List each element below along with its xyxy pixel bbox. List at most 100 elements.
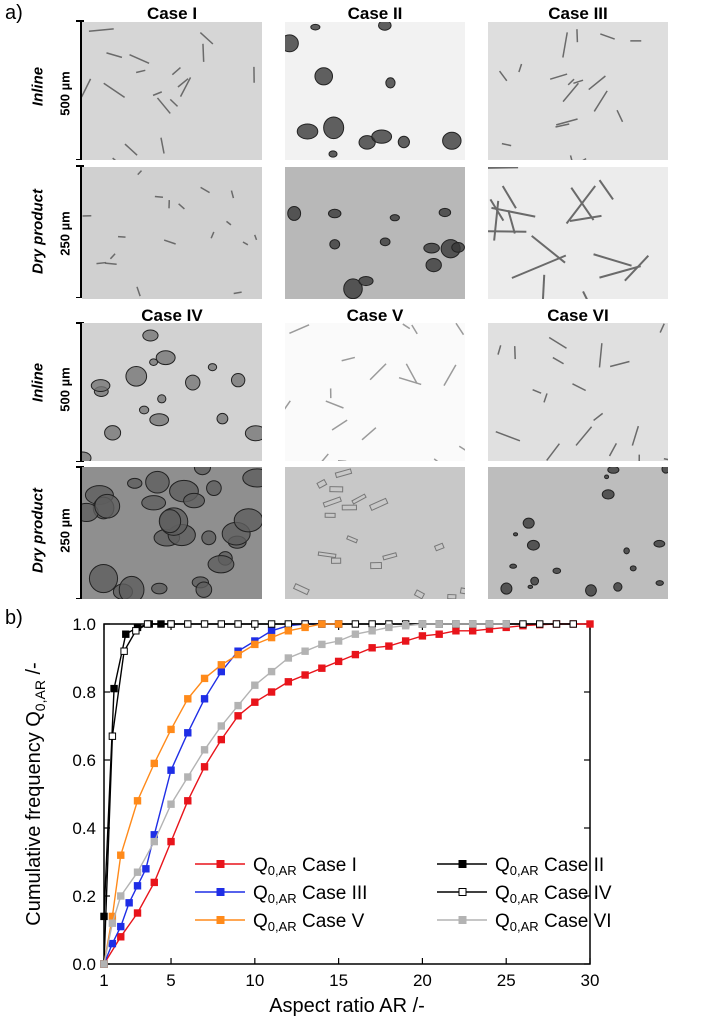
data-point	[418, 632, 427, 640]
case-title-3: Case III	[548, 4, 608, 23]
data-point	[251, 698, 259, 706]
data-point	[284, 654, 293, 662]
data-point	[452, 627, 460, 635]
data-point	[251, 640, 259, 649]
row-label-inline-top: Inline	[29, 66, 47, 107]
data-point	[334, 620, 343, 628]
data-point	[234, 650, 242, 659]
data-point	[251, 681, 259, 689]
data-point	[110, 684, 118, 693]
panel-a-label: a)	[5, 2, 23, 24]
legend-entry-3: Q0,AR Case III	[253, 883, 367, 906]
micrograph-case-i-dry	[82, 167, 262, 299]
data-point	[150, 837, 158, 846]
y-tick-label: 0.2	[72, 887, 96, 906]
data-point	[267, 633, 276, 642]
scale-bar-dry-bottom	[76, 466, 84, 599]
legend-marker-6	[458, 916, 467, 924]
micrograph-case-v-inline	[285, 323, 465, 461]
scale-bar-inline-top	[76, 20, 84, 160]
x-tick-label: 5	[166, 971, 175, 990]
legend-marker-2	[458, 860, 467, 868]
data-point	[200, 695, 209, 703]
data-point	[184, 729, 192, 737]
data-point	[267, 627, 276, 635]
series-line-5	[103, 623, 339, 965]
scale-label-dry-bottom: 250 µm	[57, 508, 73, 553]
data-point	[468, 620, 477, 628]
data-point	[569, 620, 577, 628]
scale-bar-dry-top	[76, 165, 84, 298]
data-point	[234, 620, 242, 628]
data-point	[536, 620, 544, 628]
micrograph-case-vi-inline	[488, 323, 668, 461]
legend-marker-3	[216, 888, 225, 896]
micrograph-case-vi-dry	[488, 467, 668, 599]
scale-label-inline-top: 500 µm	[57, 71, 73, 116]
data-point	[200, 674, 209, 683]
data-point	[552, 620, 561, 628]
data-point	[284, 620, 293, 628]
scale-label-inline-bottom: 500 µm	[57, 367, 73, 412]
x-tick-label: 25	[497, 971, 516, 990]
micrograph-case-ii-dry	[285, 167, 465, 299]
data-point	[334, 637, 343, 645]
data-point	[284, 678, 293, 686]
micrograph-case-v-dry	[285, 467, 465, 599]
micrograph-case-i-inline	[82, 22, 262, 160]
scale-label-dry-top: 250 µm	[57, 211, 73, 256]
data-point	[267, 620, 276, 628]
data-point	[368, 627, 376, 635]
x-tick-label: 30	[581, 971, 600, 990]
data-point	[167, 837, 175, 846]
data-point	[351, 620, 360, 628]
data-point	[435, 630, 443, 638]
legend-entry-2: Q0,AR Case II	[495, 855, 604, 878]
data-point	[368, 620, 376, 628]
data-point	[351, 650, 360, 659]
y-tick-label: 0.4	[72, 819, 96, 838]
data-point	[217, 661, 226, 669]
y-tick-label: 0.8	[72, 683, 96, 702]
data-point	[334, 657, 343, 666]
data-point	[485, 620, 494, 628]
data-point	[184, 773, 192, 781]
case-title-2: Case II	[347, 4, 403, 23]
micrograph-case-iii-dry	[488, 167, 668, 299]
micrograph-case-iv-inline	[82, 323, 262, 461]
x-tick-label: 1	[99, 971, 108, 990]
data-point	[108, 732, 117, 740]
data-point	[133, 868, 142, 876]
data-point	[468, 627, 477, 635]
y-tick-label: 0.6	[72, 751, 96, 770]
data-point	[167, 620, 175, 628]
x-axis-label: Aspect ratio AR /-	[269, 995, 425, 1017]
data-point	[143, 620, 152, 628]
data-point	[184, 797, 192, 805]
data-point	[133, 882, 142, 890]
data-point	[108, 939, 117, 948]
data-point	[120, 647, 128, 655]
data-point	[117, 851, 125, 859]
data-point	[418, 620, 427, 628]
x-tick-label: 20	[413, 971, 432, 990]
panel-b-label: b)	[5, 607, 23, 629]
data-point	[351, 630, 360, 638]
legend-entry-4: Q0,AR Case IV	[495, 883, 612, 906]
data-point	[368, 644, 376, 652]
data-point	[251, 620, 259, 628]
data-point	[133, 909, 142, 917]
data-point	[108, 919, 117, 927]
data-point	[117, 933, 125, 941]
row-label-dry-top: Dry product	[29, 189, 47, 275]
data-point	[234, 712, 242, 720]
legend-marker-4	[458, 888, 467, 896]
data-point	[200, 763, 209, 771]
data-point	[125, 899, 133, 907]
y-tick-label: 1.0	[72, 615, 96, 634]
row-label-inline-bottom: Inline	[29, 362, 47, 403]
data-point	[184, 620, 192, 628]
data-point	[184, 695, 192, 703]
case-title-5: Case V	[346, 306, 404, 325]
